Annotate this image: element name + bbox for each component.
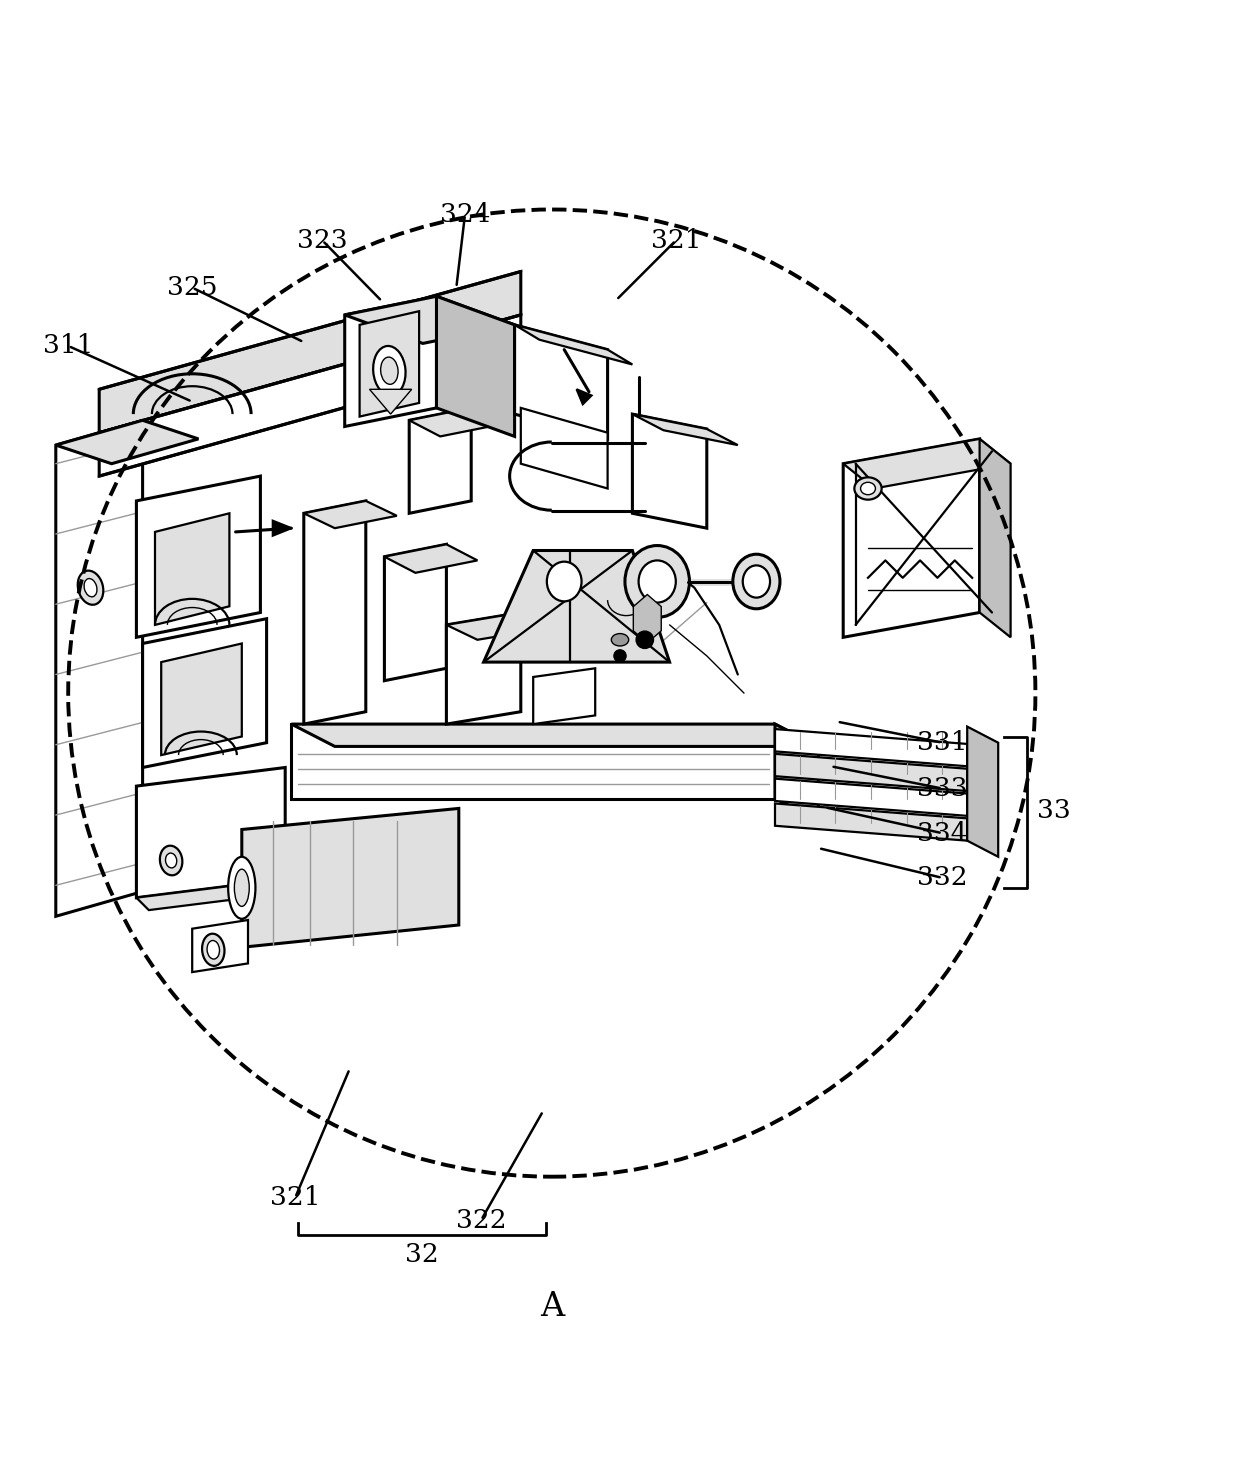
Polygon shape xyxy=(56,420,143,916)
Circle shape xyxy=(636,630,653,648)
Ellipse shape xyxy=(639,560,676,602)
Polygon shape xyxy=(99,315,521,476)
Polygon shape xyxy=(843,439,1011,489)
Ellipse shape xyxy=(611,633,629,647)
Text: 322: 322 xyxy=(456,1208,506,1233)
Polygon shape xyxy=(291,725,818,747)
Polygon shape xyxy=(155,513,229,625)
Circle shape xyxy=(614,650,626,661)
Polygon shape xyxy=(484,551,670,661)
Polygon shape xyxy=(304,501,366,725)
Ellipse shape xyxy=(861,482,875,495)
Polygon shape xyxy=(161,644,242,756)
Ellipse shape xyxy=(84,579,97,597)
Polygon shape xyxy=(446,613,552,639)
Text: 33: 33 xyxy=(1037,798,1071,823)
Polygon shape xyxy=(446,613,521,725)
Ellipse shape xyxy=(373,346,405,395)
Polygon shape xyxy=(775,725,818,820)
Polygon shape xyxy=(345,296,436,427)
Text: 323: 323 xyxy=(298,228,347,253)
Polygon shape xyxy=(577,389,591,404)
Polygon shape xyxy=(632,414,707,529)
Polygon shape xyxy=(384,545,446,681)
Polygon shape xyxy=(99,271,521,433)
Polygon shape xyxy=(409,408,471,513)
Text: 325: 325 xyxy=(167,275,217,300)
Text: 333: 333 xyxy=(918,776,967,801)
Polygon shape xyxy=(360,311,419,417)
Ellipse shape xyxy=(228,857,255,919)
Ellipse shape xyxy=(625,545,689,617)
Polygon shape xyxy=(632,414,738,445)
Polygon shape xyxy=(136,767,285,897)
Ellipse shape xyxy=(234,869,249,906)
Polygon shape xyxy=(634,595,661,642)
Text: A: A xyxy=(539,1290,564,1323)
Ellipse shape xyxy=(202,934,224,966)
Polygon shape xyxy=(775,729,967,766)
Polygon shape xyxy=(136,476,260,638)
Polygon shape xyxy=(291,725,775,798)
Polygon shape xyxy=(56,420,198,464)
Polygon shape xyxy=(192,921,248,972)
Ellipse shape xyxy=(854,477,882,499)
Polygon shape xyxy=(533,669,595,725)
Polygon shape xyxy=(304,501,397,529)
Ellipse shape xyxy=(733,554,780,608)
Ellipse shape xyxy=(381,356,398,384)
Ellipse shape xyxy=(78,570,103,605)
Ellipse shape xyxy=(207,940,219,959)
Polygon shape xyxy=(775,803,967,841)
Polygon shape xyxy=(273,521,291,536)
Ellipse shape xyxy=(547,561,582,601)
Polygon shape xyxy=(980,439,1011,638)
Ellipse shape xyxy=(160,846,182,875)
Polygon shape xyxy=(136,879,298,910)
Polygon shape xyxy=(384,545,477,573)
Polygon shape xyxy=(775,754,967,791)
Text: 321: 321 xyxy=(651,228,701,253)
Ellipse shape xyxy=(165,853,177,868)
Polygon shape xyxy=(515,326,632,364)
Ellipse shape xyxy=(743,566,770,598)
Polygon shape xyxy=(775,779,967,816)
Text: 321: 321 xyxy=(270,1186,320,1211)
Polygon shape xyxy=(843,439,980,638)
Polygon shape xyxy=(242,809,459,947)
Text: 334: 334 xyxy=(918,820,967,846)
Polygon shape xyxy=(345,296,515,343)
Polygon shape xyxy=(143,619,267,767)
Text: 324: 324 xyxy=(440,202,490,227)
Text: 331: 331 xyxy=(918,731,967,756)
Polygon shape xyxy=(515,326,608,439)
Text: 332: 332 xyxy=(918,865,967,890)
Polygon shape xyxy=(409,408,502,436)
Text: 32: 32 xyxy=(404,1242,439,1267)
Text: 311: 311 xyxy=(43,333,93,358)
Polygon shape xyxy=(967,726,998,857)
Polygon shape xyxy=(521,408,608,489)
Polygon shape xyxy=(436,296,515,436)
Polygon shape xyxy=(370,389,412,414)
